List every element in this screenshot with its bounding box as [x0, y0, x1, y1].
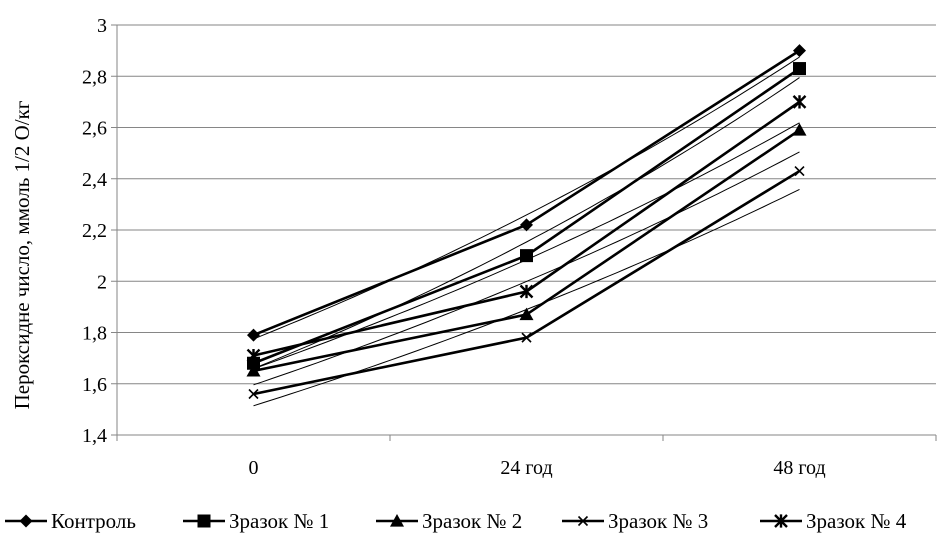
data-point	[519, 307, 534, 321]
data-point	[247, 328, 260, 342]
legend-marker	[774, 514, 788, 528]
y-tick-labels: 1,4 1,6 1,8 2 2,2 2,4 2,6 2,8 3	[82, 15, 107, 447]
legend-marker	[19, 514, 33, 528]
data-point	[793, 62, 806, 76]
data-point	[792, 95, 807, 109]
data-point	[521, 332, 532, 343]
x-tick-label: 24 год	[500, 457, 552, 479]
legend-label: Зразок № 3	[608, 509, 708, 533]
x-tick-label: 48 год	[773, 457, 825, 479]
data-point	[246, 363, 261, 377]
data-point	[520, 249, 533, 263]
legend-item: Зразок № 2	[376, 509, 522, 533]
legend-item: Зразок № 3	[562, 509, 708, 533]
legend-label: Зразок № 2	[422, 509, 522, 533]
y-tick-label: 2,8	[82, 66, 107, 88]
data-point	[792, 123, 807, 136]
data-point	[248, 388, 259, 400]
data-point	[519, 284, 534, 299]
data-point	[794, 165, 805, 177]
y-tick-label: 2,6	[82, 118, 107, 140]
x-tick-label: 0	[249, 457, 259, 479]
legend: Контроль Зразок № 1 Зразок № 2 Зразок № 3 Зр…	[5, 509, 907, 533]
y-tick-label: 2,4	[82, 169, 107, 191]
y-tick-label: 1,6	[82, 374, 107, 396]
trendline	[253, 77, 800, 370]
y-tick-label: 1,4	[82, 425, 107, 447]
axes	[116, 25, 937, 441]
legend-item: Зразок № 1	[183, 509, 329, 533]
gridlines	[111, 24, 936, 436]
series-markers	[246, 44, 807, 400]
y-tick-label: 2,2	[82, 220, 107, 242]
legend-marker	[390, 514, 404, 527]
legend-marker	[197, 514, 211, 528]
legend-item: Контроль	[5, 509, 136, 533]
y-tick-label: 2	[97, 271, 107, 293]
legend-label: Зразок № 4	[806, 509, 907, 533]
data-point	[793, 44, 806, 58]
series-line	[253, 169, 801, 396]
x-tick-labels: 0 24 год 48 год	[249, 457, 826, 479]
trendline	[253, 56, 800, 340]
data-point	[520, 218, 533, 232]
legend-label: Контроль	[51, 509, 136, 533]
y-tick-label: 3	[97, 15, 107, 37]
legend-label: Зразок № 1	[229, 509, 329, 533]
y-axis-label: Пероксидне число, ммоль 1/2 О/кг	[10, 100, 34, 409]
legend-marker	[577, 515, 589, 527]
legend-item: Зразок № 4	[760, 509, 907, 533]
y-tick-label: 1,8	[82, 323, 107, 345]
data-point	[246, 348, 261, 363]
